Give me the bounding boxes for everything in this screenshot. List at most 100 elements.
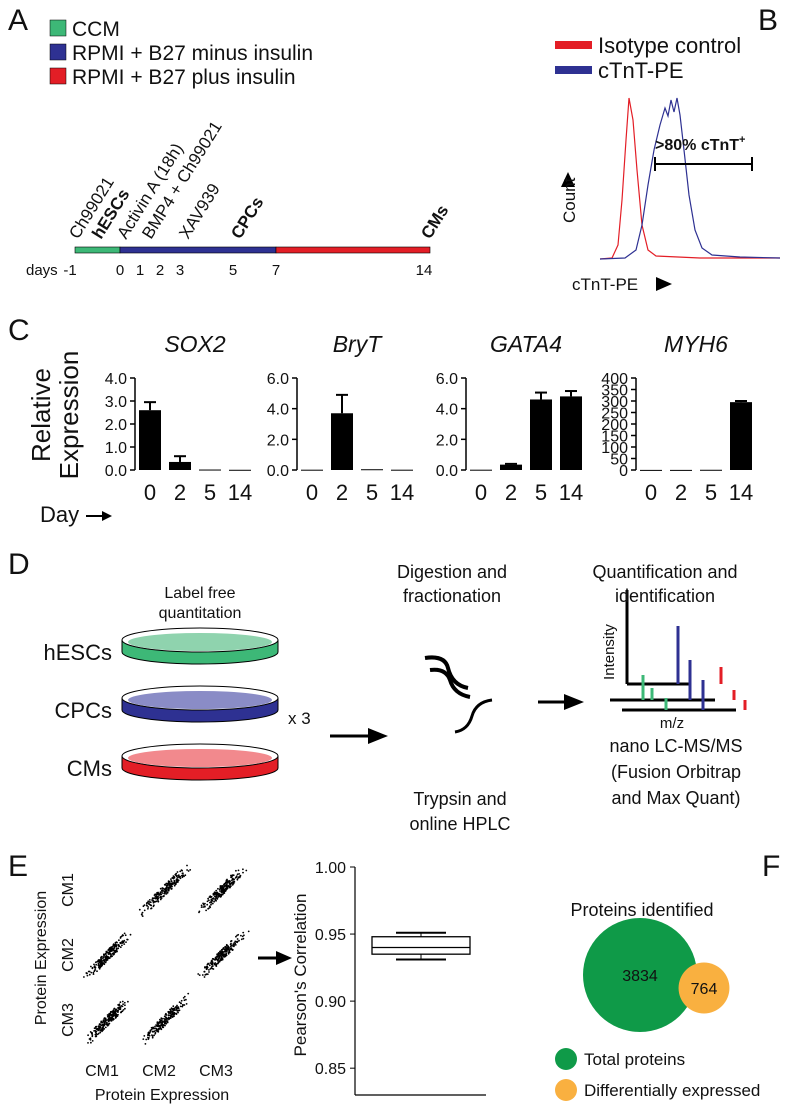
- scatter-dot: [98, 1028, 100, 1031]
- scatter-dot: [241, 935, 244, 938]
- scatter-dot: [161, 890, 164, 892]
- step-label: nano LC-MS/MS: [609, 736, 742, 756]
- scatter-dot: [119, 941, 122, 944]
- scatter-dot: [230, 885, 232, 887]
- scatter-dot: [159, 891, 162, 894]
- scatter-dot: [180, 1002, 182, 1004]
- scatter-dot: [87, 1034, 89, 1037]
- scatter-dot: [110, 949, 113, 952]
- bubble: [678, 962, 730, 1014]
- scatter-dot: [210, 967, 213, 969]
- scatter-dot: [124, 934, 127, 937]
- scatter-dot: [148, 899, 151, 901]
- isotype-curve: [599, 97, 780, 260]
- scatter-dot: [129, 933, 132, 936]
- scatter-dot: [148, 1032, 151, 1035]
- scatter-dot: [219, 887, 222, 890]
- scatter-dot: [95, 1030, 98, 1033]
- x-tick-label: 0: [306, 480, 318, 505]
- scatter-dot: [126, 938, 128, 941]
- ms-plot: [610, 590, 747, 712]
- scatter-dot: [93, 965, 96, 967]
- scatter-dot: [209, 962, 212, 964]
- scatter-dot: [165, 893, 168, 895]
- y-tick-label: 0.0: [105, 463, 127, 480]
- scatter-dot: [210, 901, 213, 904]
- scatter-dot: [113, 946, 116, 949]
- scatter-dot: [111, 952, 114, 955]
- scatter-dot: [105, 1023, 108, 1026]
- bar: [730, 402, 752, 470]
- y-axis-label: Expression: [54, 351, 84, 480]
- scatter-dot: [204, 905, 206, 908]
- scatter-dot: [122, 934, 124, 937]
- scatter-dot: [233, 942, 236, 944]
- scatter-dot: [212, 897, 215, 900]
- y-tick-label: 150: [601, 429, 628, 446]
- scatter-dot: [216, 891, 219, 894]
- scatter-dot: [153, 894, 156, 896]
- scatter-dot: [211, 957, 214, 960]
- scatter-dot: [95, 1032, 98, 1035]
- bar: [361, 469, 383, 471]
- scatter-dot: [228, 879, 231, 882]
- scatter-dot: [168, 883, 171, 886]
- scatter-dot: [218, 955, 220, 958]
- scatter-dot: [217, 959, 220, 961]
- scatter-dot: [111, 1013, 113, 1016]
- legend-swatch: [49, 19, 67, 37]
- scatter-dot: [98, 961, 101, 964]
- y-tick-label: 6.0: [267, 371, 289, 388]
- scatter-dot: [95, 1035, 98, 1038]
- scatter-dot: [164, 883, 167, 886]
- scatter-dot: [99, 1026, 102, 1028]
- y-tick-label: 1.0: [105, 440, 127, 457]
- scatter-dot: [90, 965, 92, 968]
- scatter-dot: [95, 963, 98, 966]
- bar: [700, 469, 722, 471]
- step-label: and Max Quant): [611, 788, 740, 808]
- scatter-dot: [182, 872, 184, 875]
- scatter-dot: [120, 1011, 122, 1014]
- scatter-dot: [215, 965, 218, 967]
- axis-label: Protein Expression: [33, 891, 50, 1025]
- scatter-dot: [242, 871, 244, 874]
- bar: [331, 413, 353, 470]
- day-label: 1: [136, 262, 144, 279]
- scatter-dot: [167, 880, 170, 882]
- scatter-dot: [209, 896, 212, 899]
- scatter-dot: [213, 958, 216, 961]
- scatter-dot: [108, 1022, 111, 1025]
- step-label: fractionation: [403, 586, 501, 606]
- scatter-dot: [152, 1026, 154, 1029]
- stage-label: CMs: [417, 202, 452, 243]
- scatter-dot: [141, 911, 144, 914]
- scatter-dot: [207, 897, 210, 900]
- scatter-dot: [157, 900, 160, 902]
- scatter-dot: [220, 957, 222, 960]
- y-tick-label: 300: [601, 394, 628, 411]
- bar: [229, 469, 251, 471]
- scatter-dot: [177, 1011, 179, 1014]
- day-label: 14: [416, 262, 433, 279]
- timeline-segment: [275, 246, 431, 254]
- scatter-dot: [222, 887, 225, 890]
- scatter-dot: [203, 976, 206, 978]
- scatter-dot: [218, 894, 221, 897]
- scatter-dot: [102, 957, 104, 960]
- scatter-dot: [223, 950, 226, 953]
- ms-axis-label: Intensity: [601, 624, 618, 680]
- scatter-dot: [224, 949, 227, 951]
- x-tick-label: 14: [729, 480, 753, 505]
- scatter-dot: [177, 881, 179, 883]
- x-tick-label: 2: [505, 480, 517, 505]
- count-arrow: [561, 172, 575, 187]
- legend-label: CCM: [72, 18, 120, 41]
- scatter-dot: [125, 941, 127, 943]
- scatter-dot: [119, 946, 122, 949]
- bar: [640, 469, 662, 471]
- scatter-dot: [110, 1019, 113, 1022]
- scatter-dot: [185, 1003, 188, 1005]
- scatter-dot: [173, 879, 176, 882]
- day-label: 3: [176, 262, 184, 279]
